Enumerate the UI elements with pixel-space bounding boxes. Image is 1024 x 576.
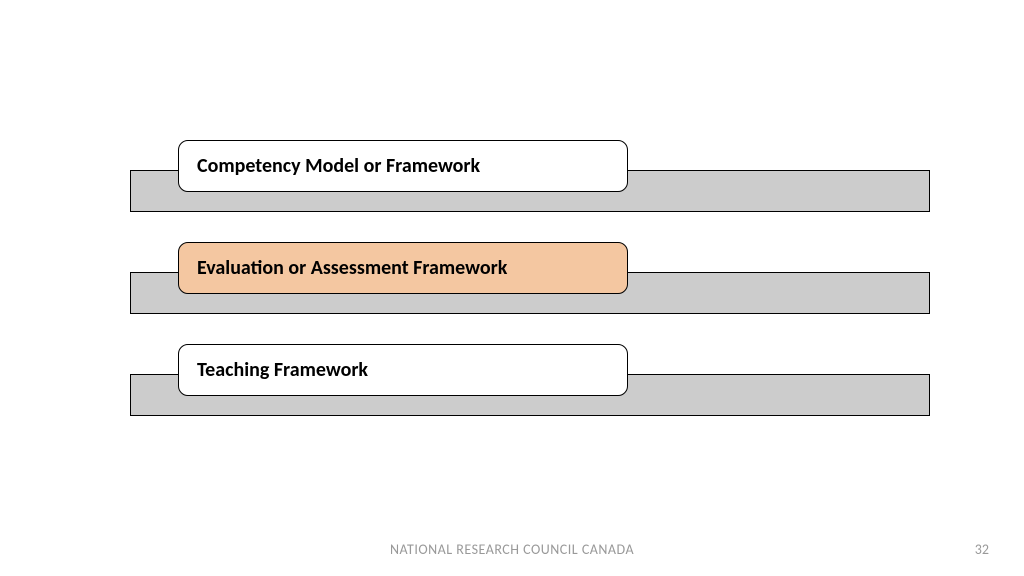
framework-box-2: Teaching Framework	[178, 344, 628, 396]
framework-box-1: Evaluation or Assessment Framework	[178, 242, 628, 294]
page-number: 32	[975, 541, 989, 558]
framework-row-1: Evaluation or Assessment Framework	[0, 242, 1024, 314]
framework-box-0: Competency Model or Framework	[178, 140, 628, 192]
framework-row-2: Teaching Framework	[0, 344, 1024, 416]
framework-label-0: Competency Model or Framework	[197, 154, 480, 178]
footer-text: NATIONAL RESEARCH COUNCIL CANADA	[390, 541, 634, 558]
framework-label-1: Evaluation or Assessment Framework	[197, 256, 507, 280]
slide-content: Competency Model or Framework Evaluation…	[0, 140, 1024, 446]
framework-label-2: Teaching Framework	[197, 358, 368, 382]
framework-row-0: Competency Model or Framework	[0, 140, 1024, 212]
